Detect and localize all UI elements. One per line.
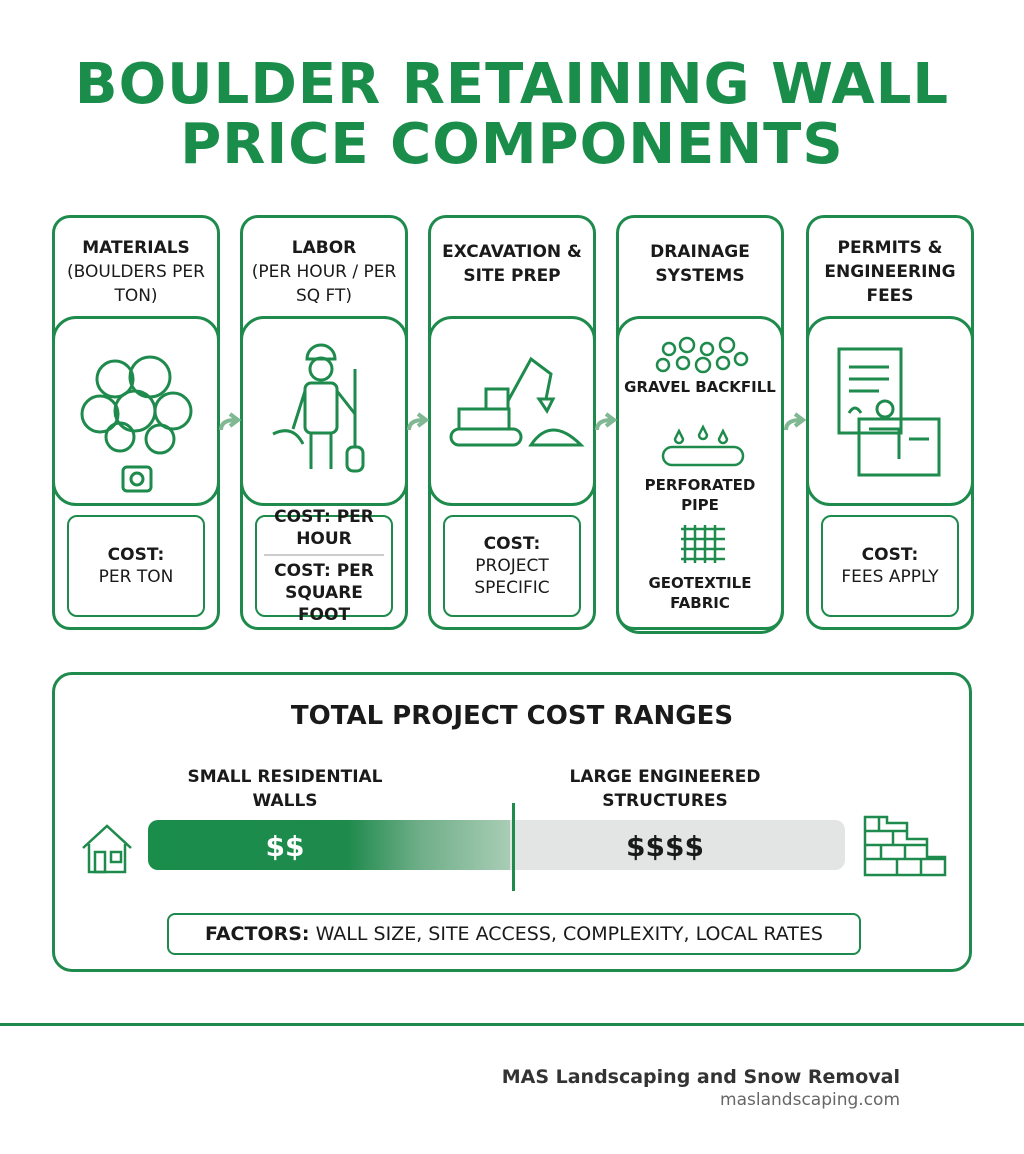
drainage-item: GRAVEL BACKFILL (624, 378, 776, 396)
icon-box (240, 316, 408, 506)
footer-rule (0, 1023, 1024, 1026)
divider (512, 803, 515, 891)
title-line: PRICE COMPONENTS (180, 112, 844, 177)
cost-label: COST: (861, 545, 919, 565)
drainage-item: PERFORATED PIPE (644, 476, 756, 514)
range-value: $$ (265, 830, 305, 863)
component-card: DRAINAGE SYSTEMS GRAVEL BACKFILL PERFORA… (616, 215, 784, 634)
component-detail: (PER HOUR / PER SQ FT) (251, 262, 397, 306)
component-name: LABOR (291, 238, 357, 258)
factors-label: FACTORS: (205, 923, 310, 945)
range-label: LARGE ENGINEERED STRUCTURES (569, 767, 761, 811)
factors-text: WALL SIZE, SITE ACCESS, COMPLEXITY, LOCA… (315, 923, 823, 945)
icon-box (52, 316, 220, 506)
low-range-fill (148, 820, 510, 870)
total-panel: TOTAL PROJECT COST RANGES SMALL RESIDENT… (52, 672, 972, 972)
component-card: EXCAVATION & SITE PREP COST: PROJECT SPE… (428, 215, 596, 630)
wall-icon (863, 815, 947, 877)
component-name: PERMITS & ENGINEERING FEES (824, 238, 956, 306)
total-title: TOTAL PROJECT COST RANGES (290, 701, 734, 731)
worker-icon (272, 343, 365, 473)
cost-label: COST: (107, 545, 165, 565)
component-name: EXCAVATION & SITE PREP (442, 242, 582, 286)
factors-box: FACTORS: WALL SIZE, SITE ACCESS, COMPLEX… (167, 913, 861, 955)
drainage-item: GEOTEXTILE FABRIC (648, 574, 752, 612)
cost-label: COST: (483, 534, 541, 554)
cost-box: COST: PROJECT SPECIFIC (443, 515, 581, 617)
range-value: $$$$ (626, 830, 704, 863)
component-name: MATERIALS (82, 238, 190, 258)
icon-box (806, 316, 974, 506)
house-icon (82, 824, 132, 874)
cost-text: COST: PER SQUARE FOOT (264, 554, 384, 626)
company-url: maslandscaping.com (720, 1090, 900, 1110)
icon-box: GRAVEL BACKFILL PERFORATED PIPE GEOTEXTI… (616, 316, 784, 634)
cost-text: PER TON (98, 567, 174, 587)
company-name: MAS Landscaping and Snow Removal (501, 1066, 900, 1088)
icon-box (428, 316, 596, 506)
cost-text: FEES APPLY (841, 567, 939, 587)
component-detail: (BOULDERS PER TON) (67, 262, 205, 306)
title-line: BOULDER RETAINING WALL (74, 52, 950, 117)
cost-box: COST: PER TON (67, 515, 205, 617)
excavator-icon (449, 356, 585, 447)
boulders-icon (80, 355, 193, 493)
component-card: LABOR (PER HOUR / PER SQ FT) COST: PER HO… (240, 215, 408, 630)
cost-box: COST: FEES APPLY (821, 515, 959, 617)
drainage-icons (655, 336, 749, 563)
cost-text: PROJECT SPECIFIC (474, 556, 550, 598)
component-name: DRAINAGE SYSTEMS (650, 242, 750, 286)
component-card: MATERIALS (BOULDERS PER TON) COST: PER TO… (52, 215, 220, 630)
range-label: SMALL RESIDENTIAL WALLS (187, 767, 383, 811)
cost-text: COST: PER HOUR (274, 507, 374, 549)
permit-icon (837, 347, 941, 477)
component-card: PERMITS & ENGINEERING FEES COST: FEES AP… (806, 215, 974, 630)
cost-box: COST: PER HOUR COST: PER SQUARE FOOT (255, 507, 393, 625)
